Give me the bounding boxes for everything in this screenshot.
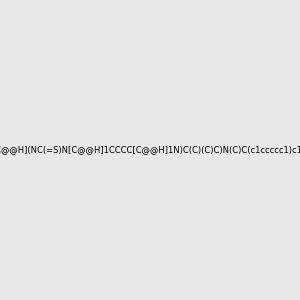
Text: O=C([C@@H](NC(=S)N[C@@H]1CCCC[C@@H]1N)C(C)(C)C)N(C)C(c1ccccc1)c1ccccc1: O=C([C@@H](NC(=S)N[C@@H]1CCCC[C@@H]1N)C(… (0, 146, 300, 154)
